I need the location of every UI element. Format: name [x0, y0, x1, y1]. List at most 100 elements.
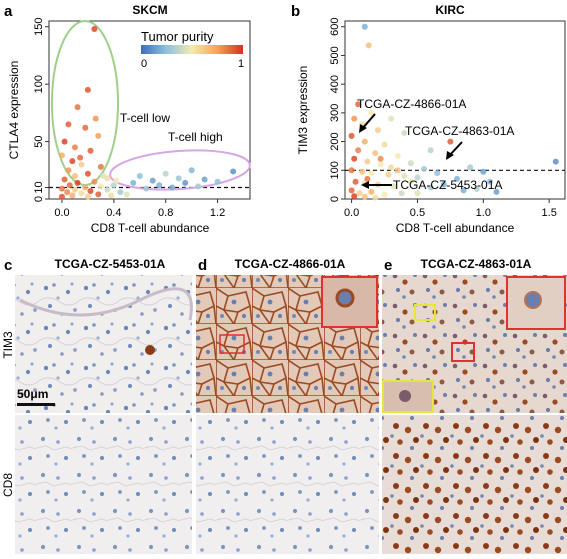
data-point [374, 127, 381, 134]
data-point [493, 188, 500, 195]
chart-a-xlabel: CD8 T-cell abundance [91, 221, 210, 235]
data-point [390, 183, 397, 190]
data-point [87, 147, 94, 154]
data-point [61, 138, 68, 145]
data-point [104, 186, 111, 193]
y-tick-label: 100 [329, 161, 341, 179]
yellow-marker-e [414, 304, 436, 321]
data-point [552, 158, 559, 165]
row-label-cd8: CD8 [1, 473, 15, 497]
micrograph-c-title: TCGA-CZ-5453-01A [55, 257, 166, 271]
data-point [377, 161, 384, 168]
data-point [440, 181, 447, 188]
data-point [381, 191, 388, 198]
data-point [97, 183, 104, 190]
y-tick-label: 100 [33, 75, 45, 93]
data-point [100, 173, 107, 180]
micrograph-c-cd8 [15, 415, 192, 554]
chart-b-x-axis: 0.0 0.5 1.0 1.5 [344, 199, 557, 219]
data-point [156, 182, 163, 189]
x-tick-label: 1.0 [476, 207, 491, 219]
panel-a-letter: a [4, 3, 13, 20]
data-point [188, 167, 195, 174]
micrograph-e-title: TCGA-CZ-4863-01A [421, 257, 532, 271]
data-point [473, 185, 480, 192]
x-tick-label: 0.8 [158, 207, 173, 219]
arrow-4863-head [446, 151, 454, 160]
data-point [87, 187, 94, 194]
data-point [388, 164, 395, 171]
data-point [368, 109, 375, 116]
data-point [368, 170, 375, 177]
data-point [364, 158, 371, 165]
panel-d-letter: d [198, 257, 207, 274]
data-point [364, 175, 371, 182]
inset-marker-d [219, 334, 245, 354]
data-point [407, 160, 414, 167]
chart-a-frame [48, 20, 251, 200]
data-point [71, 173, 78, 180]
data-point [351, 155, 358, 162]
yellow-inset-cell-e [399, 390, 411, 402]
data-point [377, 155, 384, 162]
y-tick-label: 50 [33, 135, 45, 147]
data-point [351, 193, 358, 200]
x-tick-label: 1.2 [210, 207, 225, 219]
data-point [230, 168, 237, 175]
data-point [110, 182, 117, 189]
data-point [214, 178, 221, 185]
chart-a-ylabel: CTLA4 expression [7, 61, 21, 160]
data-point [351, 115, 358, 122]
x-tick-label: 0.0 [344, 207, 359, 219]
panel-c-letter: c [4, 257, 12, 274]
data-point [486, 178, 493, 185]
x-tick-label: 0.0 [54, 207, 69, 219]
y-tick-label: 400 [329, 75, 341, 93]
data-point [407, 178, 414, 185]
data-point [169, 184, 176, 191]
t-cell-low-ellipse [51, 20, 119, 186]
data-point [82, 184, 89, 191]
tim3-positive-cell [145, 345, 155, 355]
scale-bar-label: 50μm [17, 387, 48, 401]
data-point [58, 152, 65, 159]
chart-a-y-axis: 0 10 50 100 150 [33, 18, 49, 202]
chart-b-xlabel: CD8 T-cell abundance [396, 221, 515, 235]
data-point [71, 186, 78, 193]
t-cell-high-ellipse [109, 149, 251, 191]
data-point [117, 189, 124, 196]
chart-b-frame [344, 20, 566, 200]
red-marker-e [451, 342, 475, 362]
data-point [348, 132, 355, 139]
data-point [95, 191, 102, 198]
data-point [381, 141, 388, 148]
purity-legend: Tumor purity 0 1 [141, 29, 244, 70]
data-point [58, 193, 65, 200]
data-point [467, 164, 474, 171]
data-point [348, 187, 355, 194]
data-point [361, 193, 368, 200]
data-point [401, 129, 408, 136]
data-point [394, 152, 401, 159]
arrow-4866-head [359, 124, 367, 133]
data-point [195, 183, 202, 190]
data-point [356, 190, 363, 197]
data-point [359, 168, 366, 175]
legend-title: Tumor purity [141, 29, 214, 44]
data-point [108, 192, 115, 199]
data-point [77, 154, 84, 161]
t-cell-high-label: T-cell high [168, 130, 223, 144]
micrograph-e-cd8 [382, 415, 567, 554]
y-tick-label: 200 [329, 132, 341, 150]
panel-e-letter: e [384, 257, 392, 274]
data-point [91, 26, 98, 33]
data-point [201, 176, 208, 183]
chart-b-y-axis: 0 100 200 300 400 500 600 [329, 18, 345, 202]
arrow-5453-head [361, 181, 369, 189]
chart-a-x-axis: 0.0 0.4 0.8 1.2 [54, 199, 225, 219]
data-point [69, 192, 76, 199]
y-tick-label: 150 [33, 18, 45, 36]
panel-e: e TCGA-CZ-4863-01A [382, 257, 567, 554]
